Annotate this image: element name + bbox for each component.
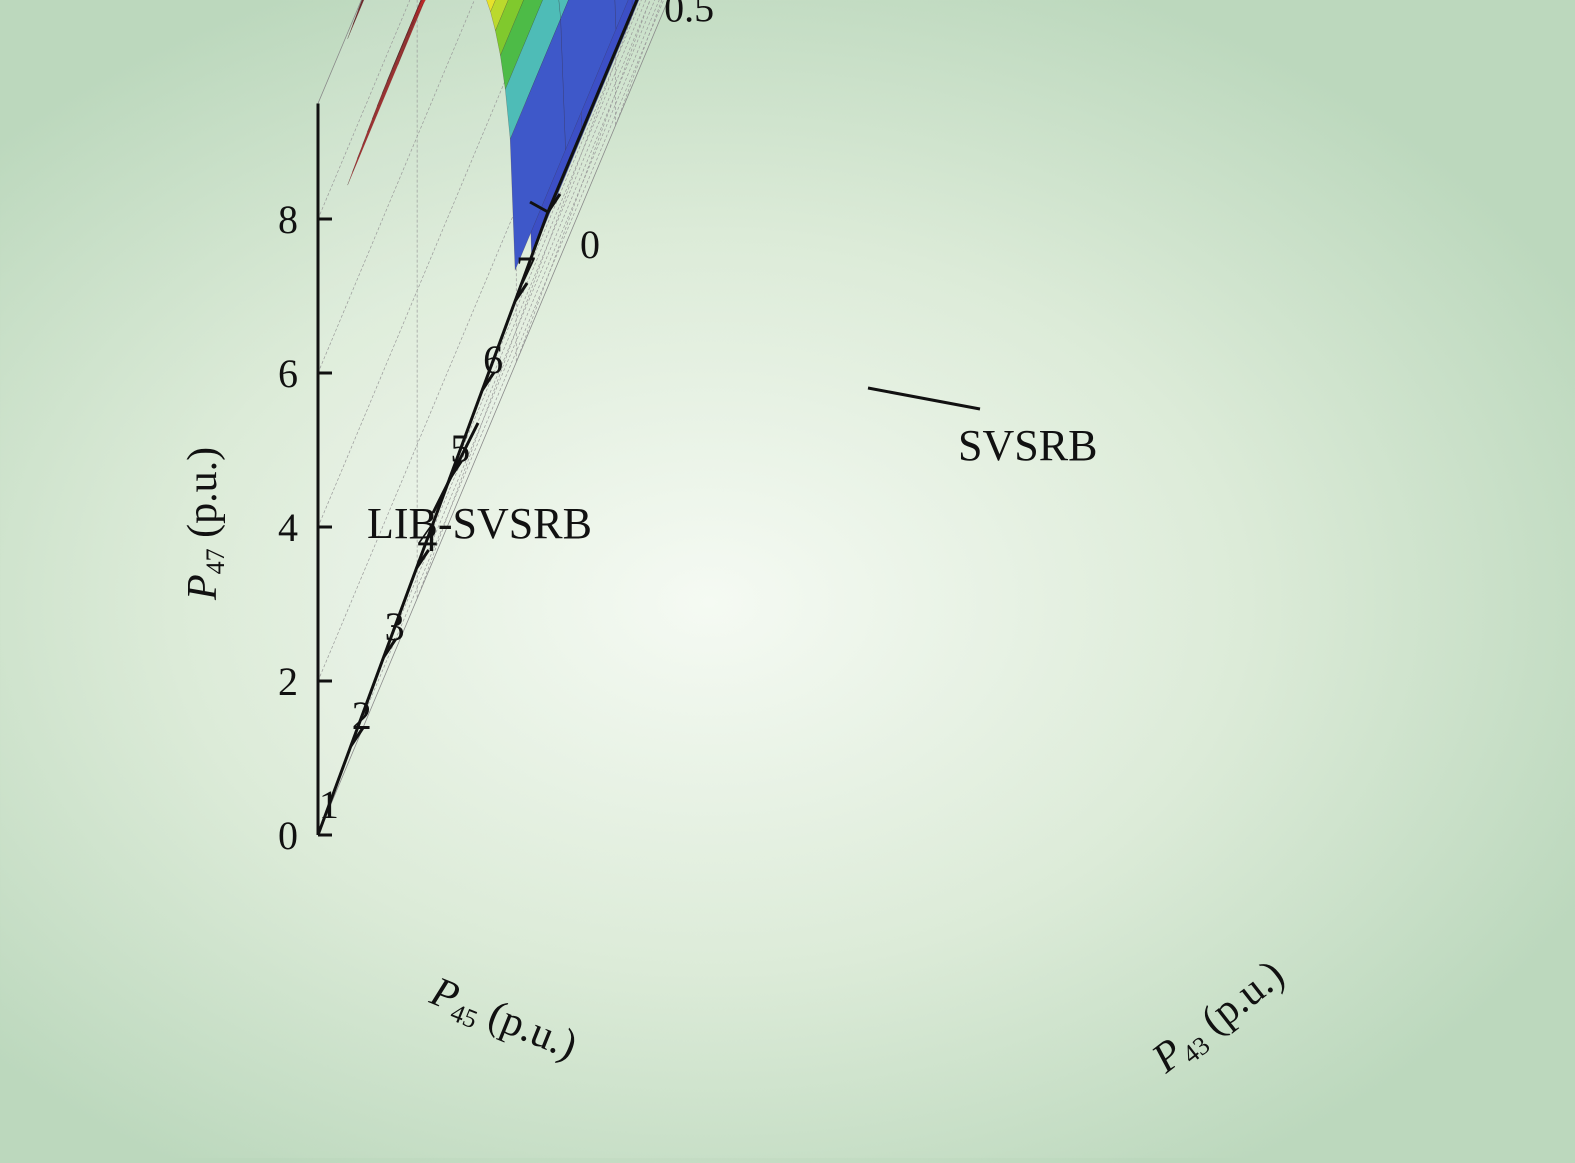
y-tick-label: 0: [580, 222, 600, 267]
surface-patch: [486, 0, 496, 13]
y-axis-label: P43 (p.u.): [1143, 951, 1295, 1085]
z-tick-label: 6: [278, 351, 298, 396]
x-tick-label: 5: [450, 426, 470, 471]
x-tick-label: 4: [417, 515, 437, 560]
x-tick: [513, 282, 529, 302]
surface-patch: [347, 0, 365, 39]
x-tick: [481, 371, 496, 391]
surface-patch: [421, 0, 426, 7]
x-tick-label: 3: [385, 604, 405, 649]
chart-gridlines: [317, 0, 665, 747]
z-tick-label: 2: [278, 659, 298, 704]
z-axis-label: P47 (p.u.): [180, 447, 230, 601]
back-wall-y: [317, 0, 669, 836]
surface-patch: [416, 0, 425, 16]
surface-patch: [411, 0, 424, 26]
surface-patch: [358, 0, 363, 10]
surface-lib-svsrb: [347, 0, 629, 271]
axis-label-unit: (p.u.): [1185, 951, 1293, 1050]
y-tick-label: 0.5: [664, 0, 714, 31]
surface-patch: [495, 0, 524, 57]
x-tick-label: 1: [319, 782, 339, 827]
axis-label-sub: 47: [201, 548, 230, 574]
annotation-svsrb: SVSRB: [958, 421, 1097, 470]
annotation-leader-svsrb: [867, 386, 981, 411]
axis-label-unit: (p.u.): [180, 447, 226, 548]
axis-label-unit: (p.u.): [472, 988, 583, 1069]
x-tick-label: 7: [516, 248, 536, 293]
z-tick-label: 8: [278, 197, 298, 242]
grid-line-y: [416, 0, 639, 599]
chart-surfaces: [347, 0, 640, 271]
surface-patch: [352, 0, 364, 25]
x-tick-label: 6: [483, 337, 503, 382]
chart-annotations: LIB-SVSRB SVSRB: [367, 386, 1097, 548]
annotation-leader-lib: [431, 422, 480, 514]
x-tick: [546, 193, 562, 213]
x-axis-label: P45 (p.u.): [422, 968, 584, 1072]
surface-patch: [510, 18, 566, 271]
axis-label-var: P: [180, 574, 226, 601]
surface-patch: [500, 0, 543, 91]
surface-patch: [490, 0, 509, 32]
y-tick: [529, 200, 549, 214]
chart-walls: [317, 0, 669, 836]
x-tick: [382, 638, 397, 658]
x-tick: [415, 549, 430, 569]
annotation-lib-svsrb: LIB-SVSRB: [367, 499, 592, 548]
z-tick-label: 4: [278, 505, 298, 550]
chart-axes: [316, 0, 639, 836]
z-tick-label: 0: [278, 813, 298, 858]
surface-patch: [614, 0, 629, 30]
x-tick: [349, 727, 365, 747]
x-tick-label: 2: [352, 693, 372, 738]
x-axis-line: [316, 211, 550, 836]
